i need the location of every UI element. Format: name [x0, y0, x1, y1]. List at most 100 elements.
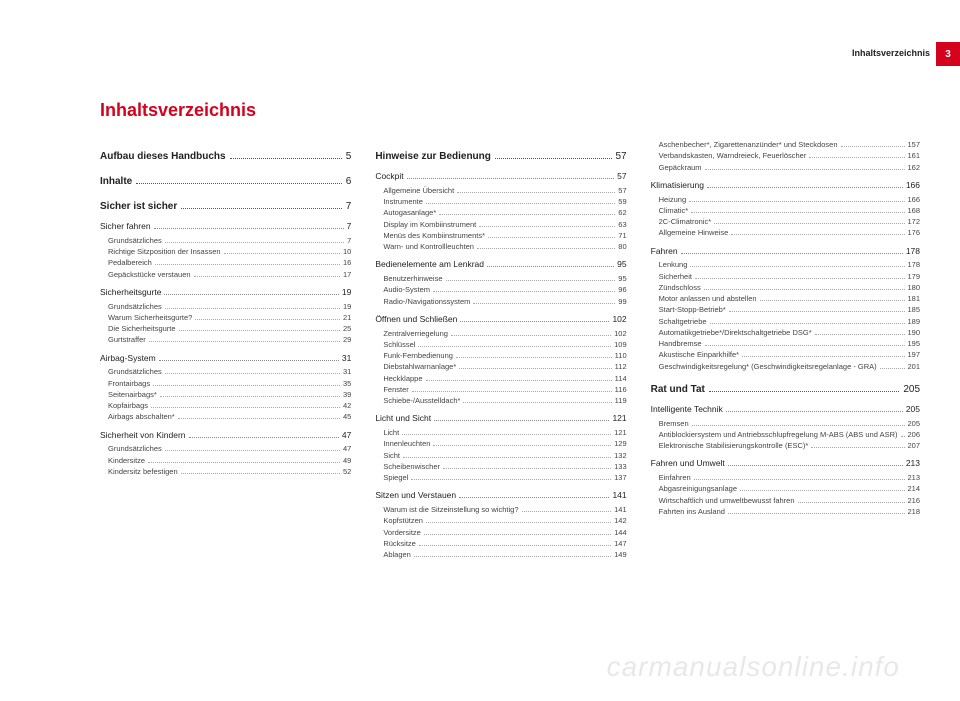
toc-entry-label: Elektronische Stabilisierungskontrolle (…: [659, 440, 809, 451]
dot-leader: [402, 434, 611, 435]
toc-entry-page: 137: [614, 472, 627, 483]
toc-entry-label: Kindersitze: [108, 455, 145, 466]
toc-subsection: Sitzen und Verstauen141: [375, 489, 626, 502]
toc-entry: Kopfairbags42: [100, 400, 351, 411]
toc-entry: Sicht132: [375, 450, 626, 461]
toc-entry: Gurtstraffer29: [100, 334, 351, 345]
toc-entry: Diebstahlwarnanlage*112: [375, 361, 626, 372]
toc-entry: Rücksitze147: [375, 538, 626, 549]
toc-entry-label: Radio-/Navigationssystem: [383, 296, 470, 307]
toc-entry-page: 205: [908, 418, 921, 429]
toc-entry: Climatic*168: [651, 205, 920, 216]
toc-entry-page: 102: [614, 328, 627, 339]
toc-entry-label: Motor anlassen und abstellen: [659, 293, 757, 304]
dot-leader: [451, 335, 611, 336]
dot-leader: [811, 447, 904, 448]
toc-entry-label: Spiegel: [383, 472, 408, 483]
dot-leader: [707, 187, 903, 188]
dot-leader: [195, 319, 340, 320]
dot-leader: [798, 502, 905, 503]
toc-entry-label: Audio-System: [383, 284, 430, 295]
toc-entry: Gepäckstücke verstauen 17: [100, 269, 351, 280]
toc-section: Sicher ist sicher7: [100, 199, 351, 214]
dot-leader: [149, 341, 340, 342]
dot-leader: [731, 234, 904, 235]
toc-entry-page: 189: [908, 316, 921, 327]
toc-entry-label: Funk-Fernbedienung: [383, 350, 453, 361]
dot-leader: [160, 396, 340, 397]
dot-leader: [704, 289, 905, 290]
toc-entry-page: 185: [908, 304, 921, 315]
toc-content: Inhaltsverzeichnis Aufbau dieses Handbuc…: [100, 100, 920, 661]
toc-entry-label: Diebstahlwarnanlage*: [383, 361, 456, 372]
toc-entry-label: Einfahren: [659, 472, 691, 483]
toc-entry: Menüs des Kombiinstruments*71: [375, 230, 626, 241]
toc-entry: Fenster116: [375, 384, 626, 395]
toc-entry: Seitenairbags*39: [100, 389, 351, 400]
toc-entry-label: Akustische Einparkhilfe*: [659, 349, 739, 360]
toc-entry-page: 39: [343, 389, 351, 400]
toc-entry-label: Rücksitze: [383, 538, 416, 549]
toc-section-label: Hinweise zur Bedienung: [375, 149, 491, 164]
dot-leader: [487, 266, 614, 267]
toc-entry: Funk-Fernbedienung110: [375, 350, 626, 361]
toc-entry-page: 25: [343, 323, 351, 334]
toc-entry-label: Autogasanlage*: [383, 207, 436, 218]
toc-entry-label: Warn- und Kontrollleuchten: [383, 241, 474, 252]
toc-entry: Kopfstützen142: [375, 515, 626, 526]
toc-entry: Benutzerhinweise95: [375, 273, 626, 284]
toc-subsection: Sicherheitsgurte19: [100, 286, 351, 299]
toc-subsection-page: 31: [342, 352, 351, 365]
toc-entry-label: Display im Kombiinstrument: [383, 219, 476, 230]
toc-entry-page: 49: [343, 455, 351, 466]
toc-entry-label: Antiblockiersystem und Antriebsschlupfre…: [659, 429, 898, 440]
dot-leader: [457, 192, 615, 193]
dot-leader: [159, 360, 339, 361]
dot-leader: [154, 228, 344, 229]
toc-subsection: Airbag-System 31: [100, 352, 351, 365]
dot-leader: [689, 201, 904, 202]
toc-entry-page: 216: [908, 495, 921, 506]
toc-entry-page: 197: [908, 349, 921, 360]
toc-entry: Allgemeine Übersicht57: [375, 185, 626, 196]
toc-entry-label: Verbandskasten, Warndreieck, Feuerlösche…: [659, 150, 807, 161]
toc-subsection: Cockpit57: [375, 170, 626, 183]
toc-entry-label: Grundsätzliches: [108, 443, 162, 454]
toc-subsection-label: Airbag-System: [100, 352, 156, 365]
toc-entry-label: Scheibenwischer: [383, 461, 440, 472]
toc-entry-label: Menüs des Kombiinstruments*: [383, 230, 485, 241]
toc-entry-label: Schlüssel: [383, 339, 415, 350]
toc-entry: Schiebe-/Ausstelldach*119: [375, 395, 626, 406]
toc-entry-label: Gurtstraffer: [108, 334, 146, 345]
toc-entry: Grundsätzliches47: [100, 443, 351, 454]
dot-leader: [136, 183, 342, 184]
toc-entry-label: Automatikgetriebe*/Direktschaltgetriebe …: [659, 327, 812, 338]
toc-subsection-label: Klimatisierung: [651, 179, 704, 192]
toc-entry-page: 166: [908, 194, 921, 205]
toc-entry-label: Grundsätzliches: [108, 366, 162, 377]
dot-leader: [681, 253, 903, 254]
toc-entry: Zündschloss180: [651, 282, 920, 293]
toc-entry: Audio-System96: [375, 284, 626, 295]
dot-leader: [403, 457, 611, 458]
toc-entry: Abgasreinigungsanlage214: [651, 483, 920, 494]
toc-entry: Schaltgetriebe189: [651, 316, 920, 327]
toc-entry-label: Bremsen: [659, 418, 689, 429]
toc-entry-page: 52: [343, 466, 351, 477]
toc-section-page: 7: [346, 199, 352, 214]
toc-entry-page: 17: [343, 269, 351, 280]
toc-entry: Warum Sicherheitsgurte?21: [100, 312, 351, 323]
toc-subsection-page: 166: [906, 179, 920, 192]
toc-subsection: Sicherheit von Kindern47: [100, 429, 351, 442]
dot-leader: [901, 436, 905, 437]
dot-leader: [434, 420, 609, 421]
toc-entry-page: 99: [618, 296, 626, 307]
toc-entry: Display im Kombiinstrument63: [375, 219, 626, 230]
toc-entry-label: Gepäckstücke verstauen: [108, 269, 191, 280]
toc-entry-label: Kopfairbags: [108, 400, 148, 411]
dot-leader: [153, 385, 340, 386]
toc-entry-page: 201: [908, 361, 921, 372]
toc-entry-page: 180: [908, 282, 921, 293]
toc-entry-label: Die Sicherheitsgurte: [108, 323, 176, 334]
toc-entry: Licht121: [375, 427, 626, 438]
